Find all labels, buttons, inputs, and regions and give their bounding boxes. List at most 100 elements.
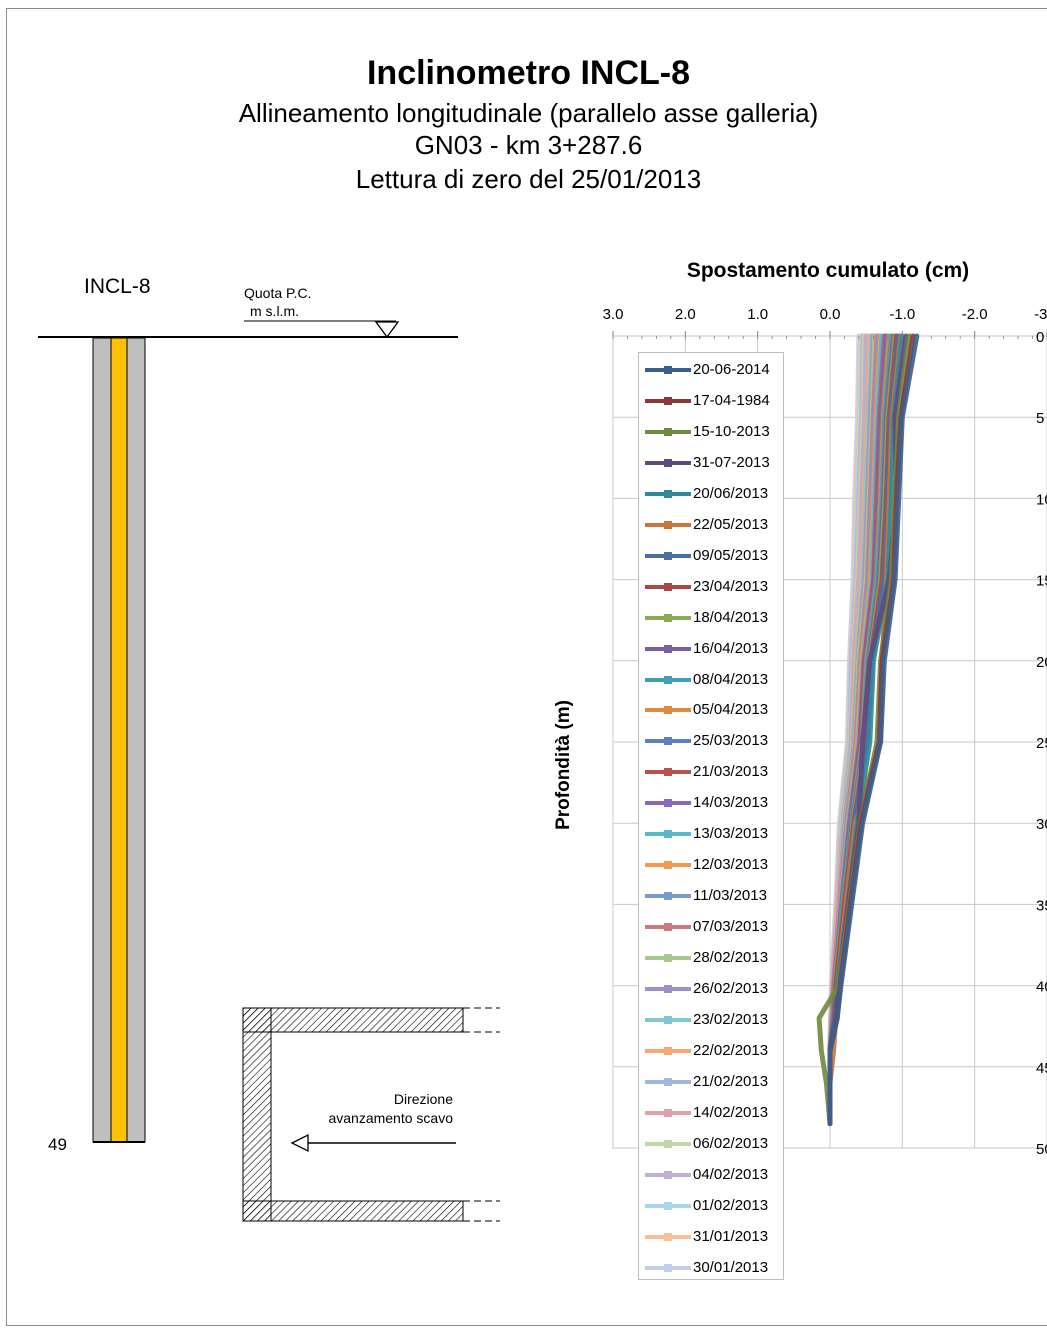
legend-label: 04/02/2013 <box>693 1165 769 1183</box>
y-tick-label: 35 <box>1036 897 1047 914</box>
legend-item: 15-10-2013 <box>645 422 781 442</box>
legend-label: 14/03/2013 <box>693 794 769 812</box>
y-tick-label: 5 <box>1036 410 1044 427</box>
x-tick-label: 2.0 <box>675 306 696 323</box>
x-tick-label: -3.0 <box>1034 306 1047 323</box>
direction-arrow-head <box>290 1133 309 1153</box>
legend-label: 01/02/2013 <box>693 1196 769 1214</box>
legend-marker <box>664 520 672 529</box>
legend-item: 28/02/2013 <box>645 948 781 968</box>
page-frame <box>6 8 1047 1326</box>
ground-level-marker <box>374 321 400 339</box>
legend-label: 09/05/2013 <box>693 546 769 564</box>
legend-marker <box>664 1201 672 1210</box>
legend-item: 05/04/2013 <box>645 700 781 720</box>
legend-label: 26/02/2013 <box>693 980 769 997</box>
legend-item: 01/02/2013 <box>645 1196 781 1216</box>
legend-label: 23/02/2013 <box>693 1010 769 1028</box>
y-axis-label: Profondità (m) <box>553 700 574 830</box>
tunnel-wall-face <box>242 1007 272 1222</box>
legend-marker <box>664 551 672 560</box>
legend-marker <box>664 861 672 870</box>
legend-label: 23/04/2013 <box>693 577 769 595</box>
legend-marker <box>664 1108 672 1117</box>
subtitle-zero-reading: Lettura di zero del 25/01/2013 <box>355 164 702 194</box>
legend-marker <box>664 1046 672 1055</box>
legend-marker <box>664 1170 672 1179</box>
legend-item: 14/03/2013 <box>645 793 781 813</box>
x-tick-label: 3.0 <box>603 306 624 323</box>
legend-label: 31/01/2013 <box>693 1227 769 1245</box>
y-tick-label: 50 <box>1036 1141 1047 1158</box>
legend-marker <box>664 1232 672 1241</box>
legend-label: 08/04/2013 <box>693 670 769 688</box>
series-layer <box>816 333 920 1127</box>
legend: 20-06-2014 17-04-1984 15-10-2013 31-07-2013… <box>638 352 784 1280</box>
legend-item: 11/03/2013 <box>645 886 781 906</box>
legend-marker <box>664 489 672 498</box>
legend-marker <box>664 427 672 436</box>
legend-marker <box>664 768 672 777</box>
legend-marker <box>664 613 672 622</box>
legend-marker <box>664 830 672 839</box>
legend-item: 08/04/2013 <box>645 670 781 690</box>
legend-label: 31-07-2013 <box>693 453 770 471</box>
y-tick-label: 20 <box>1036 654 1047 671</box>
legend-item: 30/01/2013 <box>645 1258 781 1278</box>
legend-item: 20/06/2013 <box>645 484 781 504</box>
legend-item: 13/03/2013 <box>645 824 781 844</box>
subtitle-alignment: Allineamento longitudinale (parallelo as… <box>238 98 819 128</box>
y-tick-label: 45 <box>1036 1060 1047 1077</box>
legend-label: 16/04/2013 <box>693 639 769 657</box>
direction-label-1: Direzione <box>394 1091 453 1107</box>
legend-label: 06/02/2013 <box>693 1134 769 1152</box>
legend-item: 31-07-2013 <box>645 453 781 473</box>
axes: 3.0 2.0 1.0 0.0 -1.0 -2.0 -3.0 0 5 10 15 20 25 30 35 40… <box>603 306 1047 1158</box>
legend-label: 30/01/2013 <box>693 1258 769 1276</box>
legend-marker <box>664 458 672 467</box>
legend-label: 22/02/2013 <box>693 1041 769 1059</box>
legend-item: 18/04/2013 <box>645 608 781 628</box>
legend-item: 09/05/2013 <box>645 546 781 566</box>
legend-marker <box>664 799 672 808</box>
legend-marker <box>664 892 672 901</box>
page-title: Inclinometro INCL-8 <box>366 54 691 92</box>
quota-label: Quota P.C. <box>244 285 311 301</box>
legend-label: 15-10-2013 <box>693 422 770 440</box>
borehole-schematic: INCL-8 Quota P.C. m s.l.m. 49 Direzione … <box>38 275 500 1222</box>
depth-label: 49 <box>48 1135 67 1154</box>
legend-marker <box>664 644 672 653</box>
legend-item: 21/03/2013 <box>645 762 781 782</box>
y-tick-label: 25 <box>1036 735 1047 752</box>
legend-label: 21/03/2013 <box>693 763 769 781</box>
legend-marker <box>664 706 672 715</box>
x-tick-label: -1.0 <box>889 306 915 323</box>
incl-label: INCL-8 <box>84 275 151 298</box>
legend-item: 31/01/2013 <box>645 1227 781 1247</box>
legend-label: 05/04/2013 <box>693 701 769 719</box>
legend-item: 22/02/2013 <box>645 1041 781 1061</box>
legend-marker <box>664 923 672 932</box>
legend-label: 20/06/2013 <box>693 484 769 502</box>
legend-label: 12/03/2013 <box>693 856 769 874</box>
legend-item: 14/02/2013 <box>645 1103 781 1123</box>
legend-label: 25/03/2013 <box>693 732 769 750</box>
x-tick-label: -2.0 <box>962 306 988 323</box>
legend-item: 17-04-1984 <box>645 391 781 411</box>
tunnel-wall-top <box>242 1007 464 1033</box>
legend-label: 07/03/2013 <box>693 918 769 936</box>
legend-item: 25/03/2013 <box>645 731 781 751</box>
legend-marker <box>664 675 672 684</box>
chart-title: Spostamento cumulato (cm) <box>687 259 969 282</box>
legend-marker <box>664 737 672 746</box>
legend-item: 22/05/2013 <box>645 515 781 535</box>
legend-item: 12/03/2013 <box>645 855 781 875</box>
legend-marker <box>664 954 672 963</box>
legend-item: 16/04/2013 <box>645 639 781 659</box>
legend-marker <box>664 1139 672 1148</box>
y-tick-label: 30 <box>1036 816 1047 833</box>
legend-marker <box>664 366 672 374</box>
legend-marker <box>664 582 672 591</box>
legend-label: 18/04/2013 <box>693 608 769 626</box>
